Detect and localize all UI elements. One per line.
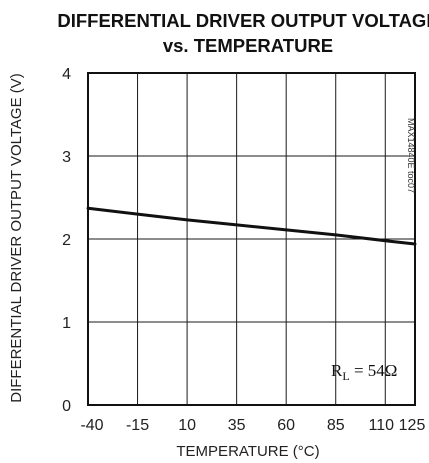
figure-code: MAX14840E toc07 — [406, 118, 416, 193]
x-tick-label: 110 — [369, 417, 395, 434]
x-tick-label: 85 — [327, 417, 345, 434]
x-tick-label: 125 — [399, 417, 426, 434]
plot-frame — [87, 72, 416, 406]
x-tick-label: -15 — [126, 417, 149, 434]
load-resistance-annotation: RL = 54Ω — [331, 361, 397, 383]
y-tick-label: 0 — [62, 398, 71, 415]
x-tick-label: 10 — [178, 417, 196, 434]
annotation-rest: = 54Ω — [350, 361, 398, 380]
series-line — [86, 206, 417, 246]
y-tick-labels: 0 1 2 3 4 — [62, 66, 71, 415]
annotation-main: R — [331, 361, 343, 380]
y-tick-label: 2 — [62, 232, 71, 249]
chart-title-line-2: vs. TEMPERATURE — [163, 35, 333, 56]
y-tick-label: 1 — [62, 315, 71, 332]
annotation-subscript: L — [342, 369, 349, 383]
x-tick-label: 60 — [277, 417, 295, 434]
y-tick-label: 3 — [62, 149, 71, 166]
y-axis-label: DIFFERENTIAL DRIVER OUTPUT VOLTAGE (V) — [8, 73, 25, 402]
x-tick-label: -40 — [80, 417, 103, 434]
gridlines — [88, 73, 415, 405]
chart-title-line-1: DIFFERENTIAL DRIVER OUTPUT VOLTAGE — [57, 10, 429, 31]
x-tick-label: 35 — [228, 417, 246, 434]
y-tick-label: 4 — [62, 66, 71, 83]
x-axis-label: TEMPERATURE (°C) — [176, 443, 319, 460]
x-tick-labels: -40 -15 10 35 60 85 110 125 — [80, 417, 425, 434]
